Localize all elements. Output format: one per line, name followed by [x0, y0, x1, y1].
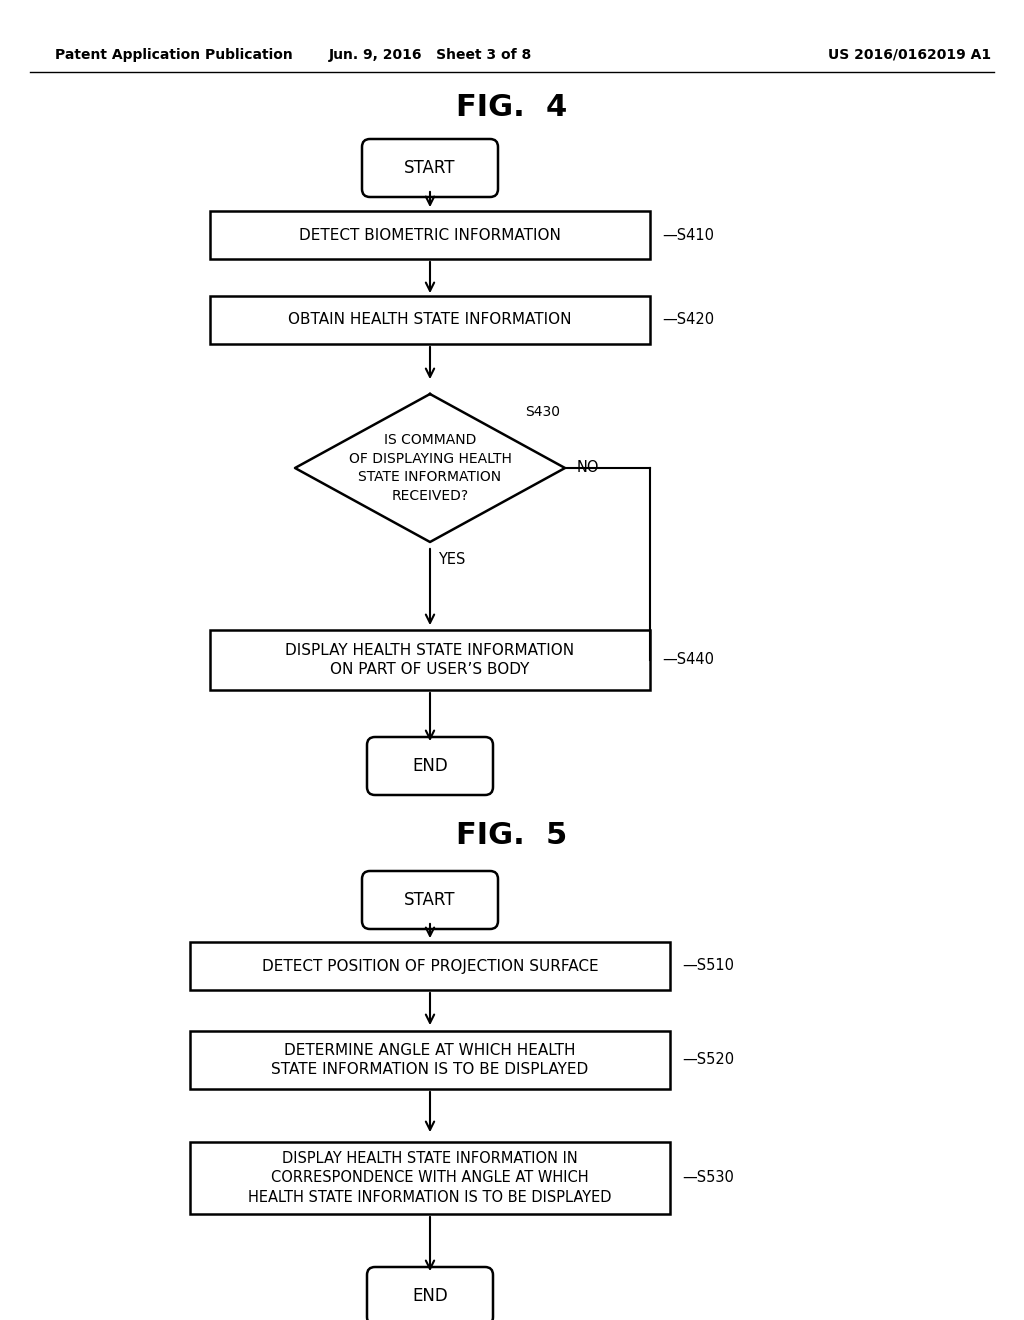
Text: OBTAIN HEALTH STATE INFORMATION: OBTAIN HEALTH STATE INFORMATION	[288, 313, 571, 327]
Bar	[210, 630, 650, 690]
Text: —S410: —S410	[662, 227, 714, 243]
Text: —S510: —S510	[682, 958, 734, 974]
Text: DISPLAY HEALTH STATE INFORMATION
ON PART OF USER’S BODY: DISPLAY HEALTH STATE INFORMATION ON PART…	[286, 643, 574, 677]
Bar	[210, 211, 650, 259]
Text: US 2016/0162019 A1: US 2016/0162019 A1	[828, 48, 991, 62]
Text: —S440: —S440	[662, 652, 714, 668]
Bar	[190, 1142, 670, 1214]
Text: NO: NO	[577, 461, 599, 475]
Text: START: START	[404, 891, 456, 909]
Text: END: END	[412, 1287, 447, 1305]
Text: FIG.  5: FIG. 5	[457, 821, 567, 850]
Text: Patent Application Publication: Patent Application Publication	[55, 48, 293, 62]
Text: DETECT POSITION OF PROJECTION SURFACE: DETECT POSITION OF PROJECTION SURFACE	[262, 958, 598, 974]
Text: DETERMINE ANGLE AT WHICH HEALTH
STATE INFORMATION IS TO BE DISPLAYED: DETERMINE ANGLE AT WHICH HEALTH STATE IN…	[271, 1043, 589, 1077]
FancyBboxPatch shape	[367, 737, 493, 795]
FancyBboxPatch shape	[362, 139, 498, 197]
Polygon shape	[295, 393, 565, 543]
Text: YES: YES	[438, 553, 465, 568]
Bar	[190, 1031, 670, 1089]
Bar	[190, 942, 670, 990]
Text: —S420: —S420	[662, 313, 714, 327]
Text: END: END	[412, 756, 447, 775]
Text: START: START	[404, 158, 456, 177]
Text: —S530: —S530	[682, 1171, 734, 1185]
FancyBboxPatch shape	[362, 871, 498, 929]
Text: IS COMMAND
OF DISPLAYING HEALTH
STATE INFORMATION
RECEIVED?: IS COMMAND OF DISPLAYING HEALTH STATE IN…	[348, 433, 511, 503]
Bar	[210, 296, 650, 345]
Text: DISPLAY HEALTH STATE INFORMATION IN
CORRESPONDENCE WITH ANGLE AT WHICH
HEALTH ST: DISPLAY HEALTH STATE INFORMATION IN CORR…	[248, 1151, 611, 1205]
Text: S430: S430	[525, 405, 560, 418]
Text: FIG.  4: FIG. 4	[457, 94, 567, 123]
FancyBboxPatch shape	[367, 1267, 493, 1320]
Text: DETECT BIOMETRIC INFORMATION: DETECT BIOMETRIC INFORMATION	[299, 227, 561, 243]
Text: —S520: —S520	[682, 1052, 734, 1068]
Text: Jun. 9, 2016   Sheet 3 of 8: Jun. 9, 2016 Sheet 3 of 8	[329, 48, 531, 62]
